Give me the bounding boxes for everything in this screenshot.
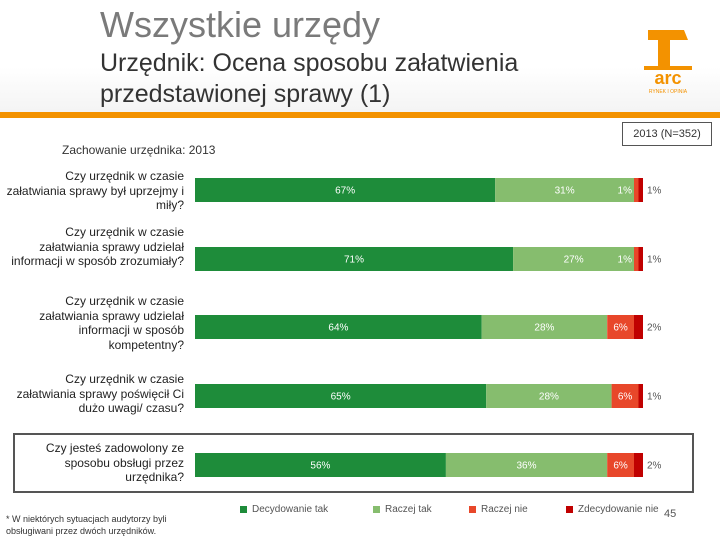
data-label-raczej-nie-4: 6% (613, 461, 628, 472)
data-label-raczej-tak-0: 31% (555, 186, 575, 197)
data-label-decydowanie-tak-3: 65% (331, 392, 351, 403)
bar-decydowanie-tak-0 (195, 178, 496, 202)
question-label-2: Czy urzędnik w czasie załatwiania sprawy… (39, 294, 184, 352)
legend-swatch-icon (469, 506, 476, 513)
chart-title: Zachowanie urzędnika: 2013 (62, 143, 216, 157)
footnote: * W niektórych sytuacjach audytorzy byli… (6, 514, 167, 536)
deck-title: Wszystkie urzędy (100, 4, 381, 45)
data-label-zdecydowanie-nie-0: 1% (647, 186, 662, 197)
chart-legend: Decydowanie tak Raczej tak Raczej nie Zd… (240, 504, 660, 518)
page-number: 45 (664, 508, 677, 520)
legend-label: Decydowanie tak (252, 504, 329, 515)
orange-rule (0, 112, 720, 118)
bar-raczej-tak-4 (445, 453, 608, 477)
data-label-zdecydowanie-nie-3: 1% (647, 392, 662, 403)
data-label-decydowanie-tak-0: 67% (335, 186, 355, 197)
bar-raczej-tak-3 (486, 384, 612, 408)
bar-zdecydowanie-nie-1 (638, 247, 643, 271)
data-label-raczej-nie-3: 6% (618, 392, 633, 403)
data-label-raczej-tak-4: 36% (516, 461, 536, 472)
bar-decydowanie-tak-4 (195, 453, 446, 477)
bar-raczej-tak-0 (495, 178, 635, 202)
data-label-raczej-nie-0: 1% (618, 186, 633, 197)
bar-raczej-tak-1 (513, 247, 635, 271)
data-label-decydowanie-tak-1: 71% (344, 255, 364, 266)
legend-item-decydowanie-tak: Decydowanie tak (240, 504, 328, 515)
arc-logo: arc RYNEK I OPINIA (644, 30, 692, 95)
bar-raczej-nie-0 (634, 178, 639, 202)
legend-swatch-icon (566, 506, 573, 513)
data-label-raczej-tak-2: 28% (534, 323, 554, 334)
legend-swatch-icon (240, 506, 247, 513)
data-label-raczej-tak-1: 27% (564, 255, 584, 266)
bar-raczej-nie-3 (611, 384, 639, 408)
bar-raczej-tak-2 (481, 315, 608, 339)
data-label-raczej-nie-2: 6% (613, 323, 628, 334)
bar-raczej-nie-2 (607, 315, 635, 339)
question-label-4: Czy jesteś zadowolony ze sposobu obsługi… (45, 441, 184, 484)
logo-text: arc (654, 68, 681, 88)
legend-label: Zdecydowanie nie (578, 504, 659, 515)
bar-zdecydowanie-nie-0 (638, 178, 643, 202)
logo-base-icon (644, 66, 692, 70)
highlight-frame (13, 433, 694, 493)
question-label-3: Czy urzędnik w czasie załatwiania sprawy… (16, 372, 184, 415)
logo-building-icon (648, 30, 688, 66)
slide-title: Urzędnik: Ocena sposobu załatwienia prze… (100, 49, 519, 108)
bar-zdecydowanie-nie-3 (638, 384, 643, 408)
bar-zdecydowanie-nie-4 (634, 453, 643, 477)
data-label-raczej-nie-1: 1% (618, 255, 633, 266)
bar-decydowanie-tak-2 (195, 315, 482, 339)
data-label-decydowanie-tak-2: 64% (328, 323, 348, 334)
data-label-zdecydowanie-nie-1: 1% (647, 255, 662, 266)
legend-item-raczej-nie: Raczej nie (469, 504, 528, 515)
header-band (0, 0, 720, 112)
legend-item-raczej-tak: Raczej tak (373, 504, 432, 515)
bar-decydowanie-tak-1 (195, 247, 514, 271)
sample-size-note: 2013 (N=352) (622, 122, 712, 146)
bar-zdecydowanie-nie-2 (634, 315, 643, 339)
bar-decydowanie-tak-3 (195, 384, 487, 408)
legend-label: Raczej tak (385, 504, 432, 515)
logo-subtext: RYNEK I OPINIA (649, 89, 688, 95)
legend-swatch-icon (373, 506, 380, 513)
data-label-zdecydowanie-nie-4: 2% (647, 461, 662, 472)
bar-raczej-nie-1 (634, 247, 639, 271)
data-label-raczej-tak-3: 28% (539, 392, 559, 403)
question-label-0: Czy urzędnik w czasie załatwiania sprawy… (6, 169, 184, 212)
question-label-1: Czy urzędnik w czasie załatwiania sprawy… (11, 225, 184, 268)
data-label-zdecydowanie-nie-2: 2% (647, 323, 662, 334)
legend-label: Raczej nie (481, 504, 528, 515)
data-label-decydowanie-tak-4: 56% (310, 461, 330, 472)
legend-item-zdecydowanie-nie: Zdecydowanie nie (566, 504, 659, 515)
bar-raczej-nie-4 (607, 453, 635, 477)
